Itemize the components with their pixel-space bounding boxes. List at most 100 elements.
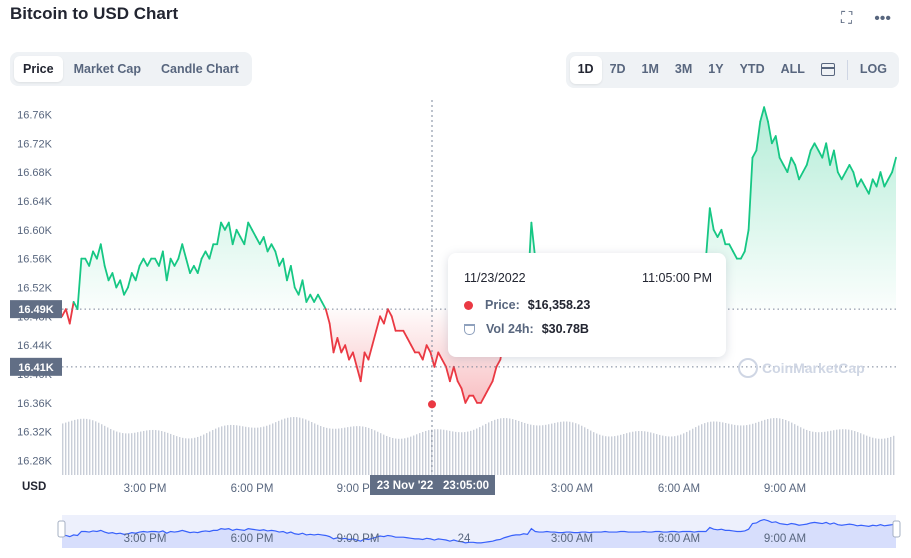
price-line-segment <box>76 257 83 311</box>
volume-bar <box>434 429 436 475</box>
volume-icon <box>464 323 475 335</box>
volume-bar <box>167 432 169 475</box>
volume-bar <box>116 431 118 475</box>
price-line-segment <box>68 301 75 325</box>
volume-bar <box>281 419 283 475</box>
y-tick-label: 16.60K <box>17 225 53 237</box>
volume-bar <box>134 432 136 475</box>
y-tick-label: 16.76K <box>17 109 53 121</box>
price-line-segment <box>386 308 393 318</box>
range-1d[interactable]: 1D <box>569 56 602 84</box>
volume-bar <box>779 418 781 475</box>
calendar-button[interactable] <box>813 56 843 84</box>
price-line-segment <box>119 279 125 296</box>
volume-bar <box>683 433 685 475</box>
volume-bar <box>425 430 427 475</box>
volume-bar <box>143 430 145 475</box>
price-line-segment <box>747 156 754 231</box>
price-line-segment <box>794 164 800 181</box>
volume-bar <box>833 430 835 475</box>
price-line-segment <box>235 228 242 238</box>
volume-bar <box>221 426 223 475</box>
volume-bar <box>137 432 139 475</box>
volume-bar <box>755 422 757 475</box>
volume-bar <box>830 430 832 475</box>
volume-bar <box>734 424 736 475</box>
y-tick-label: 16.72K <box>17 138 53 150</box>
volume-bar <box>737 425 739 475</box>
price-line-segment <box>871 178 878 188</box>
volume-bar <box>797 425 799 475</box>
range-all[interactable]: ALL <box>780 62 805 76</box>
price-line-segment <box>790 156 797 166</box>
volume-bar <box>533 425 535 475</box>
price-line-segment <box>421 344 428 361</box>
price-line-segment <box>243 221 250 246</box>
volume-bar <box>311 422 313 475</box>
volume-bar <box>872 437 874 475</box>
more-icon[interactable]: ••• <box>874 10 891 27</box>
volume-bar <box>788 421 790 475</box>
volume-bar <box>692 428 694 475</box>
volume-bar <box>296 417 298 475</box>
volume-bar <box>218 427 220 475</box>
volume-bar <box>299 417 301 475</box>
current-price-text: 16.41K <box>18 362 54 374</box>
volume-bar <box>305 419 307 475</box>
price-line-segment <box>189 264 195 274</box>
price-line-segment <box>480 394 486 404</box>
price-line-segment <box>767 120 773 145</box>
price-tooltip: 11/23/2022 11:05:00 PM Price: $16,358.23… <box>448 253 726 357</box>
volume-bar <box>446 430 448 475</box>
volume-bar <box>488 422 490 475</box>
range-3m[interactable]: 3M <box>674 62 693 76</box>
range-1y[interactable]: 1Y <box>708 62 724 76</box>
volume-bar <box>707 422 709 475</box>
price-line-segment <box>270 243 277 253</box>
price-line-segment <box>782 164 789 174</box>
current-price-badge <box>10 357 62 376</box>
fullscreen-icon[interactable]: ⛶ <box>840 10 853 27</box>
volume-bar <box>332 428 334 475</box>
price-line-segment <box>817 149 824 159</box>
y-tick-label: 16.68K <box>17 167 53 179</box>
price-line-segment <box>99 243 106 267</box>
tab-price[interactable]: Price <box>14 56 63 82</box>
range-7d[interactable]: 7D <box>609 62 626 76</box>
range-1m[interactable]: 1M <box>641 62 659 76</box>
volume-bar <box>329 428 331 475</box>
price-line-segment <box>402 329 409 339</box>
price-line-segment <box>848 164 855 174</box>
price-line-segment <box>743 228 750 253</box>
calendar-icon <box>820 63 835 76</box>
price-line-segment <box>332 337 339 354</box>
volume-bar <box>188 438 190 475</box>
tab-candle-chart[interactable]: Candle Chart <box>160 62 239 76</box>
price-line-segment <box>720 228 727 246</box>
price-dot-icon <box>464 300 473 310</box>
y-tick-label: 16.56K <box>17 254 53 266</box>
volume-bar <box>740 425 742 475</box>
chart-type-tabs: Price Market Cap Candle Chart <box>10 52 252 86</box>
volume-bar <box>725 422 727 475</box>
volume-bar <box>875 438 877 475</box>
price-line-segment <box>320 301 327 311</box>
volume-bar <box>407 437 409 475</box>
volume-bar <box>560 421 562 475</box>
log-toggle[interactable]: LOG <box>859 62 887 76</box>
navigator-tick-label: 3:00 PM <box>124 533 167 545</box>
volume-bar <box>173 435 175 475</box>
navigator-area <box>62 519 896 548</box>
price-line-segment <box>289 264 296 289</box>
volume-bar <box>746 425 748 475</box>
volume-bar <box>461 432 463 475</box>
price-line-segment <box>441 358 447 368</box>
navigator-tick-label: 6:00 AM <box>658 533 700 545</box>
price-line-segment <box>883 178 890 188</box>
tab-market-cap[interactable]: Market Cap <box>73 62 141 76</box>
price-line-segment <box>437 351 444 361</box>
volume-bar <box>890 436 892 475</box>
range-ytd[interactable]: YTD <box>739 62 765 76</box>
x-tick-label: 9:00 AM <box>764 483 806 495</box>
price-line-segment <box>177 243 184 260</box>
